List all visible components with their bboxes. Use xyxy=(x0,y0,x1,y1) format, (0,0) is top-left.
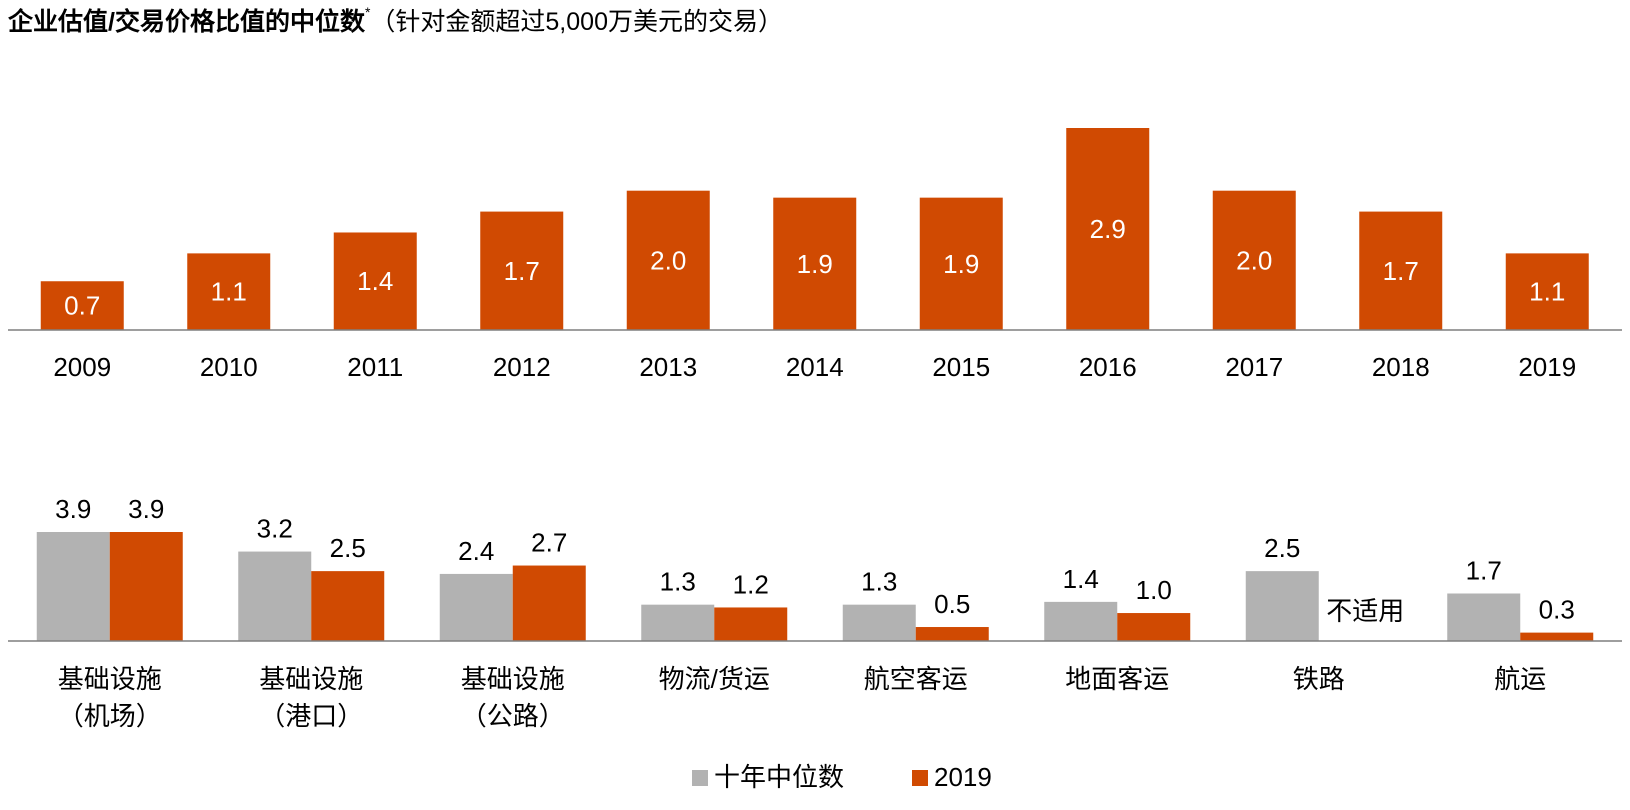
x-tick-2018: 2018 xyxy=(1372,352,1430,382)
data-label-2013: 2.0 xyxy=(650,245,686,275)
bar-2015 xyxy=(919,197,1003,330)
x-tick-segment-4-line-0: 航空客运 xyxy=(864,664,968,694)
bar-2011 xyxy=(333,232,417,330)
data-label-median-4: 1.3 xyxy=(861,567,897,597)
data-label-2019-2: 2.7 xyxy=(531,528,567,558)
data-label-2018: 1.7 xyxy=(1383,256,1419,286)
bar-2018 xyxy=(1359,211,1443,330)
data-label-2012: 1.7 xyxy=(504,256,540,286)
data-label-2019-5: 1.0 xyxy=(1136,575,1172,605)
data-label-2019: 1.1 xyxy=(1529,277,1565,307)
x-tick-segment-0-line-0: 基础设施 xyxy=(58,664,162,694)
data-label-median-1: 3.2 xyxy=(257,514,293,544)
x-tick-segment-2-line-1: （公路） xyxy=(461,701,565,731)
bar-2019 xyxy=(1505,253,1589,330)
data-label-2016: 2.9 xyxy=(1090,214,1126,244)
data-label-2015: 1.9 xyxy=(943,249,979,279)
bar-2019-1 xyxy=(311,571,385,641)
x-tick-segment-6-line-0: 铁路 xyxy=(1293,664,1345,694)
chart-subtitle: （针对金额超过5,000万美元的交易） xyxy=(370,8,783,36)
x-tick-segment-2-line-0: 基础设施 xyxy=(461,664,565,694)
data-label-median-6: 2.5 xyxy=(1264,533,1300,563)
x-tick-2019: 2019 xyxy=(1518,352,1576,382)
x-tick-segment-0-line-1: （机场） xyxy=(58,701,162,731)
data-label-2014: 1.9 xyxy=(797,249,833,279)
chart-title-main: 企业估值/交易价格比值的中位数 xyxy=(8,8,365,36)
bar-median-7 xyxy=(1447,593,1521,641)
data-label-median-0: 3.9 xyxy=(55,494,91,524)
data-label-median-5: 1.4 xyxy=(1063,564,1099,594)
bar-median-1 xyxy=(238,551,312,641)
x-tick-segment-3-line-0: 物流/货运 xyxy=(659,664,770,694)
legend-swatch-2019 xyxy=(912,770,928,786)
legend-swatch-median xyxy=(692,770,708,786)
data-label-2010: 1.1 xyxy=(211,277,247,307)
x-tick-2012: 2012 xyxy=(493,352,551,382)
data-label-2019-0: 3.9 xyxy=(128,494,164,524)
bar-2013 xyxy=(626,190,710,330)
bar-median-3 xyxy=(641,604,715,641)
x-tick-2014: 2014 xyxy=(786,352,844,382)
bar-median-2 xyxy=(439,573,513,641)
bar-2012 xyxy=(480,211,564,330)
legend-label-median: 十年中位数 xyxy=(714,762,844,792)
bar-2009 xyxy=(40,281,124,330)
data-label-2019-7: 0.3 xyxy=(1539,595,1575,625)
bar-2019-7 xyxy=(1520,632,1594,641)
bar-2019-5 xyxy=(1117,613,1191,641)
x-tick-2013: 2013 xyxy=(639,352,697,382)
data-label-median-3: 1.3 xyxy=(660,567,696,597)
data-label-2019-3: 1.2 xyxy=(733,569,769,599)
data-label-2019-4: 0.5 xyxy=(934,589,970,619)
x-tick-2016: 2016 xyxy=(1079,352,1137,382)
x-tick-2011: 2011 xyxy=(347,352,403,382)
x-tick-2009: 2009 xyxy=(53,352,111,382)
x-tick-segment-7-line-0: 航运 xyxy=(1494,664,1546,694)
x-tick-2017: 2017 xyxy=(1225,352,1283,382)
data-label-median-7: 1.7 xyxy=(1466,555,1502,585)
data-label-na-6: 不适用 xyxy=(1326,596,1404,626)
data-label-2019-1: 2.5 xyxy=(330,533,366,563)
chart-title: 企业估值/交易价格比值的中位数*（针对金额超过5,000万美元的交易） xyxy=(8,2,783,38)
bar-2010 xyxy=(187,253,271,330)
bar-2017 xyxy=(1212,190,1296,330)
bar-median-5 xyxy=(1044,601,1118,641)
bar-median-0 xyxy=(36,532,110,641)
bar-2016 xyxy=(1066,128,1150,330)
x-tick-segment-5-line-0: 地面客运 xyxy=(1065,664,1169,694)
bar-2019-3 xyxy=(714,607,788,641)
x-tick-2015: 2015 xyxy=(932,352,990,382)
x-tick-segment-1-line-1: （港口） xyxy=(259,701,363,731)
x-tick-segment-1-line-0: 基础设施 xyxy=(259,664,363,694)
data-label-median-2: 2.4 xyxy=(458,536,494,566)
bar-median-6 xyxy=(1245,571,1319,641)
bar-2019-2 xyxy=(512,565,586,641)
bar-median-4 xyxy=(842,604,916,641)
x-tick-2010: 2010 xyxy=(200,352,258,382)
bar-2019-0 xyxy=(109,532,183,641)
data-label-2009: 0.7 xyxy=(64,291,100,321)
bar-2019-4 xyxy=(915,627,989,641)
legend-label-2019: 2019 xyxy=(934,762,992,792)
data-label-2011: 1.4 xyxy=(357,266,393,296)
bar-2014 xyxy=(773,197,857,330)
footnote-marker: * xyxy=(364,4,371,20)
data-label-2017: 2.0 xyxy=(1236,245,1272,275)
